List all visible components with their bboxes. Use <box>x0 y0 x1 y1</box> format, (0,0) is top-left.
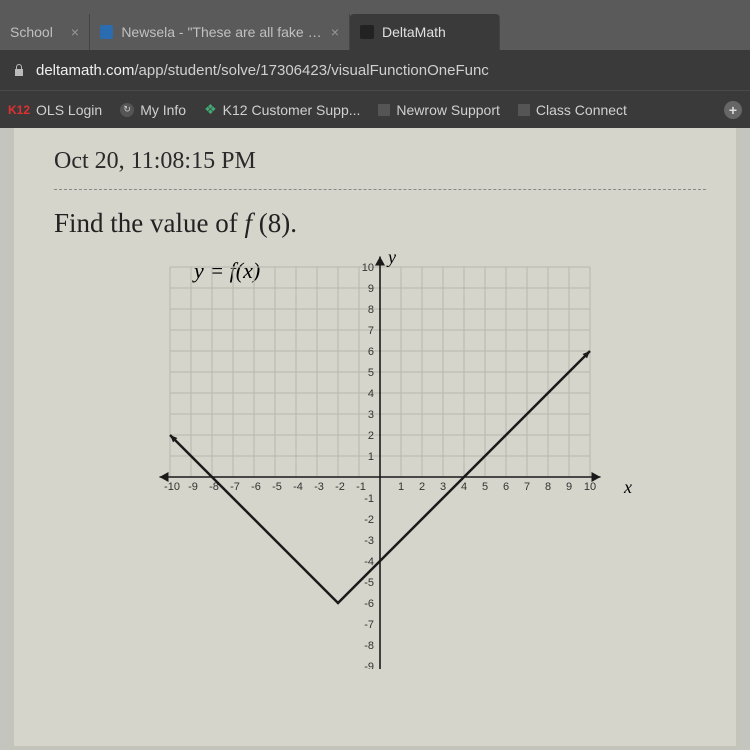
svg-text:-1: -1 <box>356 481 366 493</box>
question-text: Find the value of f (8). <box>54 208 706 239</box>
svg-text:-5: -5 <box>364 577 374 589</box>
svg-text:6: 6 <box>503 481 509 493</box>
svg-text:4: 4 <box>461 481 467 493</box>
svg-text:-10: -10 <box>164 481 180 493</box>
square-icon <box>378 104 390 116</box>
close-icon[interactable]: × <box>71 24 79 40</box>
k12-icon: K12 <box>8 103 30 117</box>
x-axis-label: x <box>624 477 632 498</box>
svg-text:-5: -5 <box>272 481 282 493</box>
svg-text:7: 7 <box>524 481 530 493</box>
svg-text:-4: -4 <box>364 556 374 568</box>
refresh-icon: ↻ <box>120 103 134 117</box>
graph-svg: -10 -9 -8 -7 -6 -5 -4 -3 -2 -1 1 2 3 4 5 6 7 8 9 10 1 2 3 4 5 6 7 8… <box>140 249 620 669</box>
bookmark-label: My Info <box>140 102 186 118</box>
bookmark-my-info[interactable]: ↻ My Info <box>120 102 186 118</box>
tab-label: Newsela - "These are all fake new <box>121 24 323 40</box>
tab-strip: School × Newsela - "These are all fake n… <box>0 0 750 50</box>
svg-text:6: 6 <box>368 346 374 358</box>
close-icon[interactable]: × <box>331 24 339 40</box>
svg-text:-6: -6 <box>364 598 374 610</box>
tab-newsela[interactable]: Newsela - "These are all fake new × <box>90 14 350 50</box>
url-text: deltamath.com/app/student/solve/17306423… <box>36 62 489 79</box>
lock-icon <box>12 63 26 77</box>
function-graph: y x -10-9-8-7-6-5-4-3-2-1123456789101234… <box>140 249 620 669</box>
svg-text:1: 1 <box>368 451 374 463</box>
bookmark-class-connect[interactable]: Class Connect <box>518 102 627 118</box>
bookmarks-bar: K12 OLS Login ↻ My Info ❖ K12 Customer S… <box>0 90 750 128</box>
svg-text:-2: -2 <box>335 481 345 493</box>
bookmark-label: K12 Customer Supp... <box>223 102 361 118</box>
svg-text:3: 3 <box>440 481 446 493</box>
tab-deltamath[interactable]: DeltaMath <box>350 14 500 50</box>
svg-text:3: 3 <box>368 409 374 421</box>
page-content: Oct 20, 11:08:15 PM Find the value of f … <box>10 128 740 750</box>
svg-text:8: 8 <box>368 304 374 316</box>
svg-text:-1: -1 <box>364 493 374 505</box>
svg-text:5: 5 <box>482 481 488 493</box>
newsela-favicon-icon <box>100 25 113 39</box>
svg-text:10: 10 <box>584 481 596 493</box>
svg-text:8: 8 <box>545 481 551 493</box>
svg-text:2: 2 <box>368 430 374 442</box>
add-bookmark-button[interactable]: + <box>724 101 742 119</box>
tab-school[interactable]: School × <box>0 14 90 50</box>
svg-text:-4: -4 <box>293 481 303 493</box>
svg-text:1: 1 <box>398 481 404 493</box>
svg-text:-9: -9 <box>188 481 198 493</box>
tab-label: School <box>10 24 53 40</box>
chat-icon: ❖ <box>204 101 217 118</box>
square-icon <box>518 104 530 116</box>
svg-text:9: 9 <box>368 283 374 295</box>
bookmark-newrow[interactable]: Newrow Support <box>378 102 500 118</box>
bookmark-label: OLS Login <box>36 102 102 118</box>
timestamp: Oct 20, 11:08:15 PM <box>54 148 706 175</box>
svg-text:7: 7 <box>368 325 374 337</box>
svg-text:-7: -7 <box>364 619 374 631</box>
svg-text:-2: -2 <box>364 514 374 526</box>
svg-text:10: 10 <box>362 262 374 274</box>
bookmark-ols-login[interactable]: K12 OLS Login <box>8 102 102 118</box>
svg-text:-6: -6 <box>251 481 261 493</box>
svg-text:4: 4 <box>368 388 374 400</box>
bookmark-label: Newrow Support <box>396 102 500 118</box>
plus-icon: + <box>724 101 742 119</box>
svg-text:-9: -9 <box>364 661 374 669</box>
address-bar[interactable]: deltamath.com/app/student/solve/17306423… <box>0 50 750 90</box>
y-axis-label: y <box>388 247 396 268</box>
svg-text:-3: -3 <box>364 535 374 547</box>
svg-text:2: 2 <box>419 481 425 493</box>
deltamath-favicon-icon <box>360 25 374 39</box>
bookmark-label: Class Connect <box>536 102 627 118</box>
bookmark-k12-support[interactable]: ❖ K12 Customer Supp... <box>204 101 360 118</box>
svg-text:-8: -8 <box>364 640 374 652</box>
svg-text:-7: -7 <box>230 481 240 493</box>
tab-label: DeltaMath <box>382 24 446 40</box>
svg-text:-3: -3 <box>314 481 324 493</box>
divider <box>54 189 706 190</box>
svg-text:9: 9 <box>566 481 572 493</box>
svg-text:5: 5 <box>368 367 374 379</box>
